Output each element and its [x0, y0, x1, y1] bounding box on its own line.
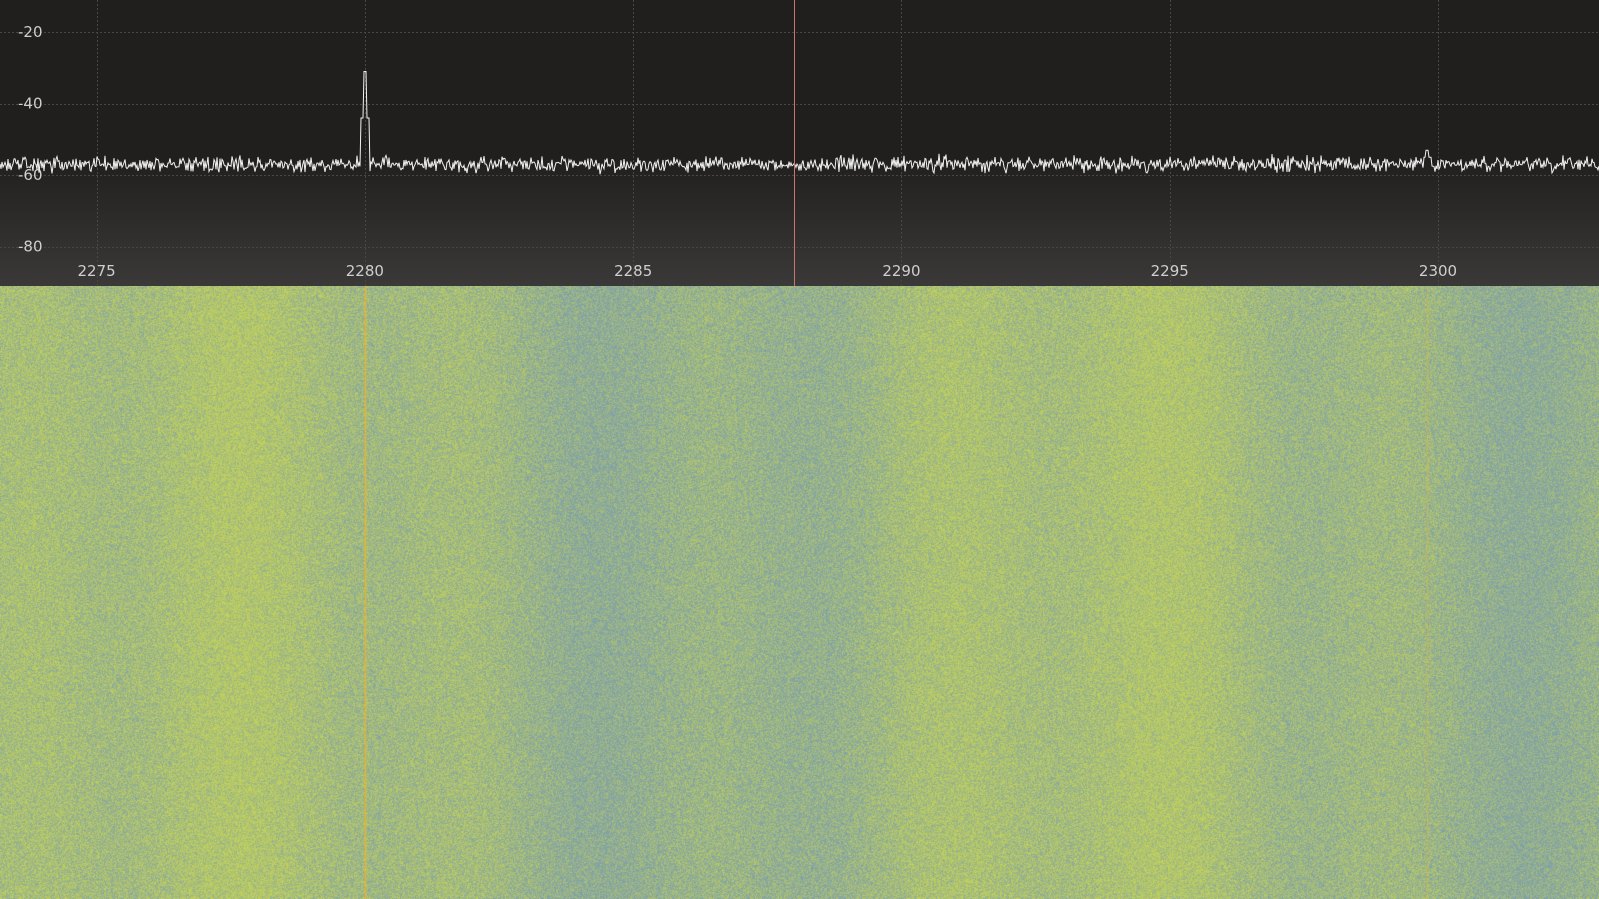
x-tick-label: 2295	[1151, 262, 1189, 280]
fft-chart: -20 -40 -60 -80 2275 2280 2285 2290 2295…	[0, 0, 1599, 286]
waterfall-display[interactable]	[0, 286, 1599, 899]
x-tick-label: 2275	[77, 262, 115, 280]
y-tick-label: -40	[18, 95, 43, 113]
tuning-cursor-line[interactable]	[794, 0, 795, 286]
x-tick-label: 2300	[1419, 262, 1457, 280]
x-axis-labels: 2275 2280 2285 2290 2295 2300	[77, 262, 1457, 280]
y-axis-labels: -20 -40 -60 -80	[18, 23, 43, 256]
grid-lines	[0, 0, 1599, 286]
y-tick-label: -80	[18, 238, 43, 256]
fft-spectrum-plot[interactable]: -20 -40 -60 -80 2275 2280 2285 2290 2295…	[0, 0, 1599, 286]
waterfall-canvas	[0, 286, 1599, 899]
y-tick-label: -20	[18, 23, 43, 41]
fft-trace-line	[0, 71, 1599, 175]
plot-background	[0, 0, 1599, 286]
x-tick-label: 2280	[346, 262, 384, 280]
y-tick-label: -60	[18, 166, 43, 184]
x-tick-label: 2285	[614, 262, 652, 280]
x-tick-label: 2290	[882, 262, 920, 280]
